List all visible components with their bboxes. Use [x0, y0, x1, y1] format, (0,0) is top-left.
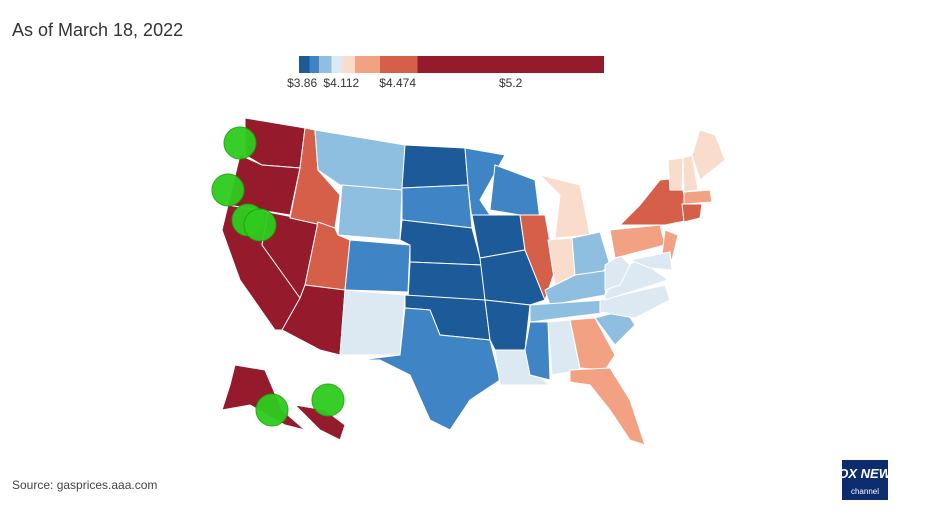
state — [569, 367, 646, 446]
marker — [211, 173, 245, 207]
marker — [243, 208, 277, 242]
title: As of March 18, 2022 — [12, 20, 184, 40]
legend-swatch — [379, 56, 418, 73]
state — [339, 289, 406, 356]
state — [682, 154, 699, 193]
states — [221, 117, 726, 446]
legend-swatch — [355, 56, 380, 73]
logo-sub: channel — [851, 487, 879, 496]
state — [524, 321, 551, 381]
legend-swatch — [309, 56, 320, 73]
logo: FOX NEWS channel — [830, 460, 900, 500]
state — [519, 214, 556, 302]
state — [569, 317, 616, 371]
marker — [255, 393, 289, 427]
state — [401, 144, 469, 189]
state — [628, 251, 673, 271]
state — [599, 284, 671, 319]
markers — [211, 126, 345, 427]
state — [479, 249, 546, 306]
state — [681, 203, 703, 223]
legend-swatch — [319, 56, 332, 73]
state — [359, 307, 501, 431]
state — [538, 174, 591, 239]
state — [407, 261, 486, 301]
logo-text: FOX NEWS — [830, 466, 900, 481]
legend-swatch — [299, 56, 310, 73]
marker — [223, 126, 257, 160]
legend-tick-label: $5.2 — [499, 76, 523, 90]
legend-tick-label: $3.86 — [287, 76, 317, 90]
legend-swatch — [331, 56, 343, 73]
legend-swatch — [417, 56, 604, 73]
legend-tick-label: $4.474 — [379, 76, 416, 90]
state — [344, 239, 411, 293]
state — [489, 164, 541, 221]
state — [337, 184, 403, 241]
state — [314, 129, 406, 191]
legend-tick-label: $4.112 — [323, 76, 359, 90]
legend: $3.86 $4.112 $4.474 $5.2 — [287, 56, 604, 90]
logo-box — [842, 460, 888, 500]
state — [667, 157, 684, 191]
state — [691, 129, 726, 181]
source: Source: gasprices.aaa.com — [12, 478, 158, 492]
state — [484, 299, 531, 351]
marker — [311, 383, 345, 417]
state — [609, 224, 666, 259]
legend-swatch — [342, 56, 356, 73]
state — [683, 189, 713, 205]
